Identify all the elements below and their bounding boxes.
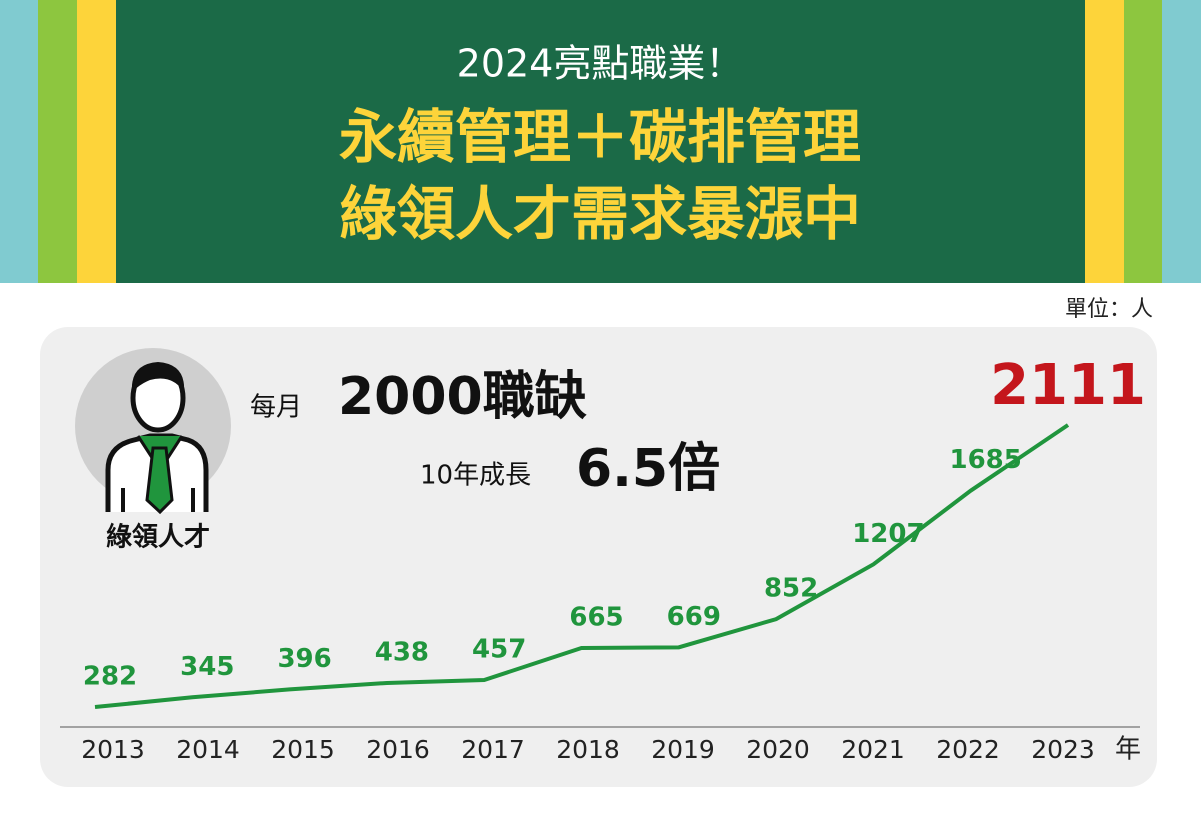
x-tick-label: 2013 bbox=[81, 735, 145, 764]
x-tick-label: 2016 bbox=[366, 735, 430, 764]
x-tick-label: 2018 bbox=[556, 735, 620, 764]
x-tick-label: 2015 bbox=[271, 735, 335, 764]
stripe bbox=[1162, 0, 1201, 283]
header-title: 綠領人才需求暴漲中 bbox=[339, 180, 861, 248]
value-label: 396 bbox=[277, 644, 331, 674]
unit-label: 單位：人 bbox=[1065, 297, 1153, 322]
value-label: 852 bbox=[764, 574, 818, 604]
growth-value: 6.5倍 bbox=[576, 439, 720, 499]
x-tick-label: 2017 bbox=[461, 735, 525, 764]
stripe bbox=[38, 0, 77, 283]
badge-label: 綠領人才 bbox=[106, 522, 210, 553]
x-tick-label: 2014 bbox=[176, 735, 240, 764]
x-tick-label: 2023 bbox=[1031, 735, 1095, 764]
x-tick-label: 2019 bbox=[651, 735, 715, 764]
headline-prefix: 每月 bbox=[250, 393, 302, 423]
data-line bbox=[94, 423, 1070, 709]
x-tick-label: 2020 bbox=[746, 735, 810, 764]
value-label: 457 bbox=[472, 635, 526, 665]
x-tick-label: 2021 bbox=[841, 735, 905, 764]
value-label: 438 bbox=[375, 637, 429, 667]
stripe bbox=[77, 0, 116, 283]
stripe bbox=[1124, 0, 1162, 283]
header-panel bbox=[116, 0, 1085, 283]
x-tick-label: 2022 bbox=[936, 735, 1000, 764]
value-label: 282 bbox=[83, 662, 137, 692]
value-label: 1685 bbox=[950, 445, 1022, 475]
header-title: 永續管理＋碳排管理 bbox=[339, 103, 861, 171]
stripe bbox=[1085, 0, 1124, 283]
headline-main: 2000職缺 bbox=[338, 367, 587, 427]
x-unit: 年 bbox=[1115, 735, 1141, 765]
header-subtitle: 2024亮點職業！ bbox=[457, 42, 744, 86]
value-label: 1207 bbox=[852, 519, 924, 549]
growth-prefix: 10年成長 bbox=[420, 461, 531, 491]
person-icon bbox=[75, 348, 231, 515]
stripe bbox=[0, 0, 38, 283]
chart-panel bbox=[40, 327, 1157, 787]
value-label: 669 bbox=[667, 602, 721, 632]
value-label: 665 bbox=[569, 602, 623, 632]
value-label: 345 bbox=[180, 652, 234, 682]
value-label: 2111 bbox=[990, 353, 1146, 418]
